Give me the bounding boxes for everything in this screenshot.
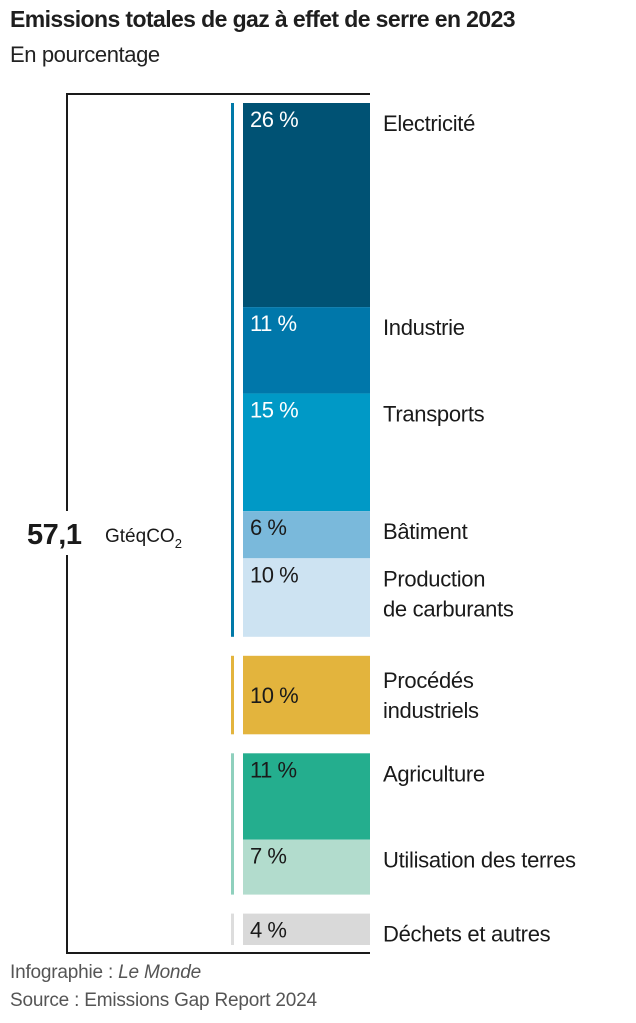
bar-value-label: 10 % [250,683,298,708]
category-label: Industrie [383,315,465,340]
category-label: Déchets et autres [383,922,551,947]
source-line: Source : Emissions Gap Report 2024 [10,990,317,1011]
bar-value-label: 11 % [250,757,297,782]
bar-segment [243,558,370,637]
bar-value-label: 11 % [250,311,297,336]
category-label: Electricité [383,111,475,136]
bar-segment [243,511,370,559]
category-label: Production [383,566,485,591]
chart-subtitle: En pourcentage [10,42,160,67]
bar-segment [243,753,370,840]
credit-line: Infographie : Le Monde [10,962,201,984]
category-label: industriels [383,698,479,723]
category-label: Agriculture [383,761,485,786]
total-unit-subscript: 2 [175,536,182,551]
bars-layer: 26 % Electricité 11 % Industrie 15 % Transpor… [231,103,576,947]
group-indicator [231,913,234,945]
total-value: 57,1 [27,519,82,551]
bar-segment [243,913,370,945]
bar-value-label: 4 % [250,918,286,943]
group-indicator [231,655,234,735]
bar-value-label: 6 % [250,515,286,540]
bar-value-label: 26 % [250,107,298,132]
total-unit-text: GtéqCO [105,526,175,547]
bar-segment [243,839,370,895]
credit-name: Le Monde [118,962,202,983]
total-unit: GtéqCO2 [105,526,182,551]
category-label: de carburants [383,596,514,621]
group-indicator [231,753,234,895]
group-indicator [231,103,234,637]
category-label: Procédés [383,668,474,693]
bar-value-label: 10 % [250,562,298,587]
bar-value-label: 15 % [250,397,298,422]
bar-segment [243,655,370,735]
bar-segment [243,393,370,512]
chart-title: Emissions totales de gaz à effet de serr… [10,6,516,32]
bar-segment [243,307,370,394]
category-label: Bâtiment [383,519,468,544]
bar-value-label: 7 % [250,844,286,869]
bracket-label-gap [64,511,70,555]
category-label: Utilisation des terres [383,848,576,873]
bar-segment [243,103,370,308]
category-label: Transports [383,401,485,426]
credit-prefix: Infographie : [10,962,119,983]
